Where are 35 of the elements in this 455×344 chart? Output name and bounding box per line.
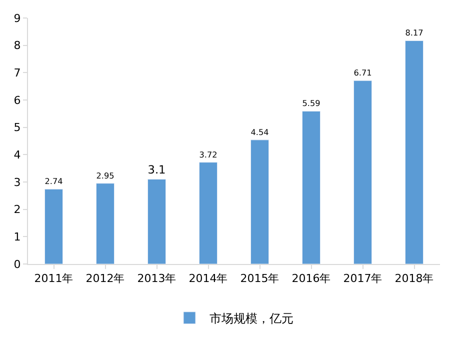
bar [147, 179, 166, 264]
x-tick-label: 2012年 [86, 272, 125, 286]
x-tick-label: 2016年 [292, 272, 331, 286]
y-tick-label: 7 [14, 66, 21, 80]
data-label: 2.74 [44, 176, 63, 186]
data-label: 6.71 [354, 68, 372, 78]
data-label: 4.54 [250, 126, 269, 137]
data-label: 5.59 [302, 98, 320, 108]
bar [250, 140, 270, 264]
bar [198, 162, 218, 264]
x-tick-label: 2018年 [394, 272, 434, 286]
y-tick-label: 6 [14, 94, 21, 107]
y-tick-label: 4 [14, 148, 21, 162]
y-tick-label: 8 [14, 39, 21, 52]
y-tick-label: 5 [14, 121, 21, 134]
bar [96, 183, 115, 264]
data-label: 2.95 [96, 170, 114, 180]
y-tick-label: 2 [14, 203, 21, 216]
legend-label: 市场规模，亿元 [210, 312, 294, 326]
bar [44, 188, 64, 264]
y-tick-label: 1 [14, 230, 21, 244]
y-tick-label: 9 [14, 12, 21, 25]
bar [353, 80, 372, 264]
x-tick-label: 2017年 [343, 272, 382, 286]
x-tick-label: 2015年 [240, 272, 280, 286]
data-label: 3.72 [199, 149, 218, 160]
bar [302, 110, 321, 264]
x-tick-label: 2011年 [34, 272, 74, 286]
data-label: 8.17 [405, 28, 424, 38]
x-tick-label: 2013年 [137, 272, 176, 286]
x-tick-label: 2014年 [188, 272, 228, 286]
y-tick-label: 0 [14, 258, 21, 271]
y-tick-label: 3 [14, 176, 21, 189]
bar [404, 40, 424, 264]
data-label: 3.1 [148, 162, 166, 176]
